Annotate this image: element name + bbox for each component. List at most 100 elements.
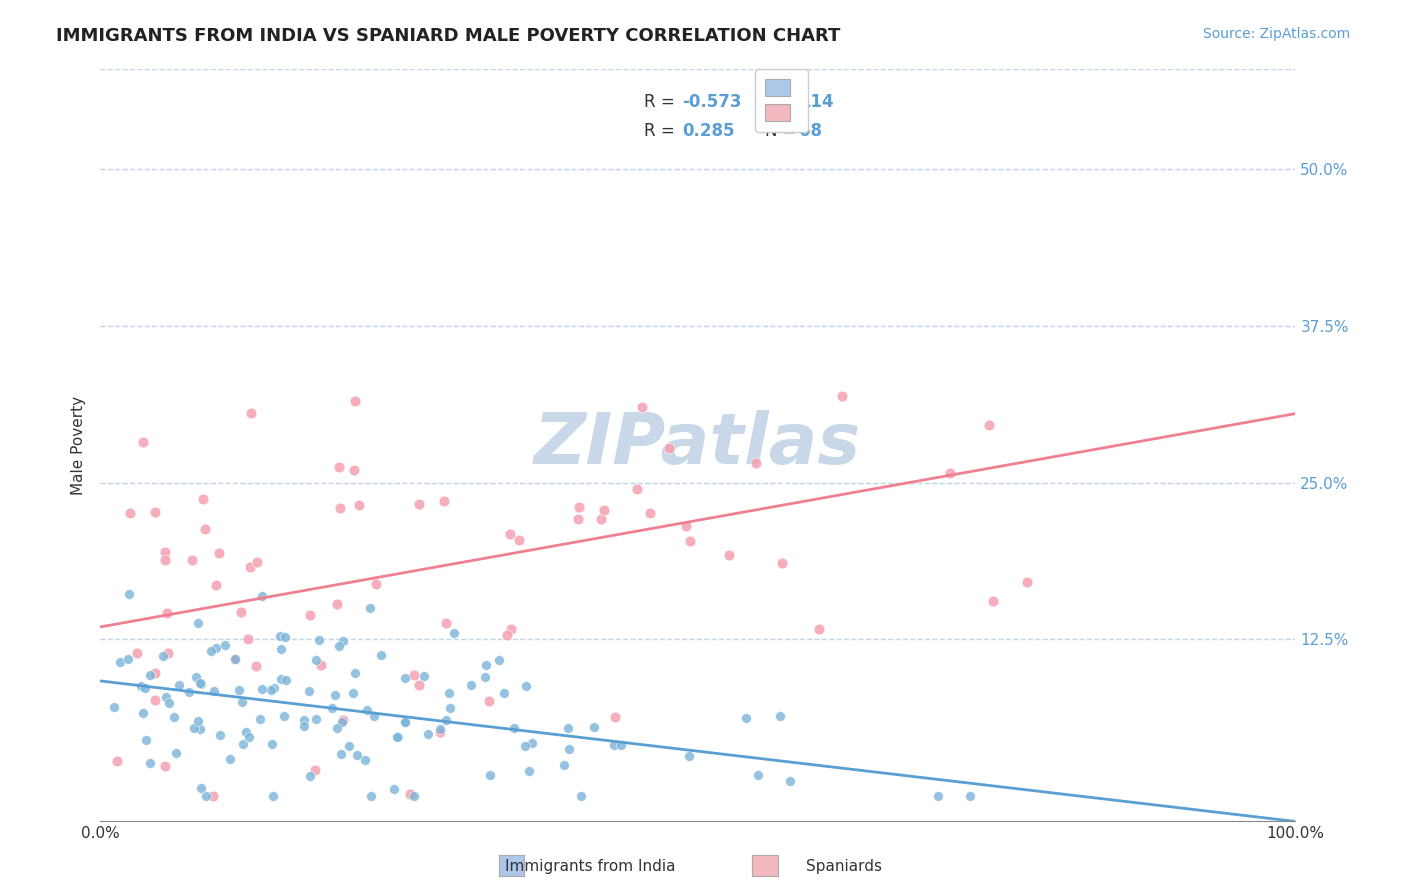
Point xyxy=(143,666,166,681)
Point xyxy=(155,690,177,704)
Point xyxy=(208,546,231,560)
Point xyxy=(592,503,614,517)
Point xyxy=(332,713,354,727)
Point xyxy=(626,482,648,496)
Point xyxy=(330,714,353,729)
Point xyxy=(475,658,498,673)
Point xyxy=(772,556,794,570)
Point xyxy=(675,519,697,533)
Point xyxy=(194,522,217,536)
Point xyxy=(439,701,461,715)
Point xyxy=(200,644,222,658)
Point xyxy=(332,634,354,648)
Point xyxy=(807,622,830,636)
Point xyxy=(308,632,330,647)
Text: 68: 68 xyxy=(800,122,823,140)
Point xyxy=(408,678,430,692)
Point xyxy=(337,739,360,753)
Point xyxy=(274,630,297,644)
Point xyxy=(609,738,631,752)
Point xyxy=(343,393,366,408)
Point xyxy=(132,706,155,721)
Point xyxy=(224,652,246,666)
Point xyxy=(153,545,176,559)
Point xyxy=(517,764,540,778)
Point xyxy=(292,713,315,727)
Point xyxy=(155,606,177,620)
Y-axis label: Male Poverty: Male Poverty xyxy=(72,395,86,494)
Point xyxy=(349,498,371,512)
Point xyxy=(831,389,853,403)
Point xyxy=(163,710,186,724)
Point xyxy=(460,677,482,691)
Point xyxy=(273,709,295,723)
Point xyxy=(404,789,426,804)
Point xyxy=(768,709,790,723)
Point xyxy=(558,742,581,756)
Point xyxy=(603,738,626,752)
Point xyxy=(938,466,960,480)
Point xyxy=(513,739,536,754)
Text: 114: 114 xyxy=(800,93,834,111)
Point xyxy=(605,710,627,724)
Point xyxy=(263,681,285,696)
Point xyxy=(474,670,496,684)
Point xyxy=(249,712,271,726)
Point xyxy=(346,747,368,762)
Point xyxy=(298,684,321,698)
Point xyxy=(240,406,263,420)
Point xyxy=(568,500,591,514)
Text: Immigrants from India: Immigrants from India xyxy=(505,859,676,874)
Point xyxy=(571,789,593,804)
Point xyxy=(190,677,212,691)
Point xyxy=(718,548,741,562)
Point xyxy=(205,578,228,592)
Point xyxy=(239,560,262,574)
Point xyxy=(503,721,526,735)
Text: -0.573: -0.573 xyxy=(682,93,742,111)
Point xyxy=(434,616,457,631)
Point xyxy=(214,638,236,652)
Point xyxy=(412,669,434,683)
Point xyxy=(143,505,166,519)
Point xyxy=(433,494,456,508)
Point xyxy=(359,601,381,615)
Point xyxy=(342,686,364,700)
Point xyxy=(184,670,207,684)
Point xyxy=(370,648,392,663)
Point xyxy=(508,533,530,547)
Point xyxy=(262,789,284,804)
Point xyxy=(153,758,176,772)
Text: N =: N = xyxy=(765,93,801,111)
Point xyxy=(157,696,180,710)
Point xyxy=(553,757,575,772)
Point xyxy=(167,678,190,692)
Point xyxy=(343,666,366,681)
Point xyxy=(238,730,260,744)
Point xyxy=(292,719,315,733)
Text: IMMIGRANTS FROM INDIA VS SPANIARD MALE POVERTY CORRELATION CHART: IMMIGRANTS FROM INDIA VS SPANIARD MALE P… xyxy=(56,27,841,45)
Text: 0.285: 0.285 xyxy=(682,122,735,140)
Point xyxy=(309,658,332,673)
Point xyxy=(224,651,246,665)
Point xyxy=(235,725,257,739)
Point xyxy=(747,768,769,782)
Point xyxy=(202,789,225,804)
Point xyxy=(658,442,681,456)
Point xyxy=(152,648,174,663)
Point xyxy=(496,628,519,642)
Point xyxy=(270,672,292,686)
Point xyxy=(325,598,347,612)
Point xyxy=(139,756,162,770)
Point xyxy=(208,728,231,742)
Point xyxy=(745,456,768,470)
Point xyxy=(131,434,153,449)
Point xyxy=(232,737,254,751)
Point xyxy=(187,615,209,630)
Point xyxy=(364,576,387,591)
Point xyxy=(183,721,205,735)
Point xyxy=(488,653,510,667)
Point xyxy=(157,646,180,660)
Point xyxy=(398,787,420,801)
Point xyxy=(245,658,267,673)
